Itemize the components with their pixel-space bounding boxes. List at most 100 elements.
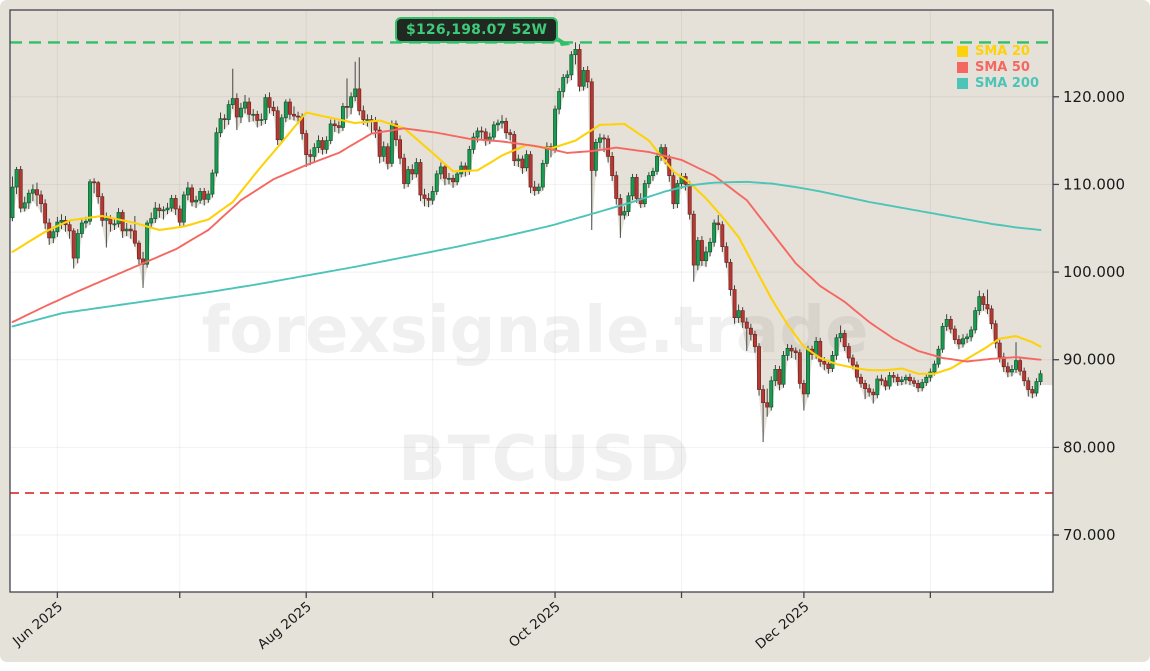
candle-down: [997, 342, 1002, 358]
candle-down: [532, 186, 537, 191]
candle-down: [394, 123, 398, 141]
legend-swatch-icon: [957, 62, 968, 73]
candle-down: [606, 138, 611, 157]
y-axis-label: 90.000: [1063, 351, 1116, 369]
candle-up: [238, 107, 243, 118]
candle-up: [79, 222, 84, 234]
candle-down: [234, 98, 239, 118]
candle-up: [651, 170, 655, 177]
sma-50-line: [11, 127, 1042, 363]
candle-up: [544, 146, 549, 164]
candle-down: [512, 134, 517, 162]
candle-up: [467, 149, 472, 172]
candle-up: [83, 220, 88, 224]
candle-up: [353, 88, 358, 98]
candle-down: [361, 110, 366, 120]
candle-down: [859, 376, 863, 384]
candle-up: [185, 187, 190, 196]
candle-up: [22, 202, 27, 209]
candle-up: [581, 70, 586, 87]
candle-up: [593, 142, 598, 171]
candle-up: [438, 166, 443, 175]
site-watermark: forexsignale.trade: [202, 294, 869, 368]
candle-up: [230, 98, 235, 106]
candle-down: [504, 120, 509, 134]
candle-down: [663, 147, 668, 160]
candle-down: [846, 346, 851, 359]
candle-down: [202, 191, 207, 200]
candle-down: [908, 376, 912, 382]
candle-down: [292, 113, 296, 117]
candle-down: [336, 125, 341, 128]
candle-down: [385, 146, 390, 164]
candle-up: [708, 241, 713, 253]
candle-up: [920, 382, 925, 389]
candle-down: [801, 383, 806, 395]
legend: SMA 20 SMA 50 SMA 200: [957, 44, 1039, 91]
candle-down: [92, 181, 97, 184]
candle-down: [585, 70, 590, 83]
y-axis-label: 100.000: [1063, 263, 1125, 281]
candle-up: [365, 119, 370, 121]
legend-swatch-icon: [957, 78, 968, 89]
candle-down: [916, 383, 921, 389]
candle-up: [259, 119, 264, 121]
candle-up: [899, 379, 904, 382]
candle-down: [137, 242, 141, 260]
candle-up: [597, 137, 602, 143]
candle-down: [1018, 360, 1023, 372]
candle-up: [875, 378, 880, 396]
y-axis-label: 120.000: [1063, 88, 1125, 106]
candle-up: [944, 319, 949, 327]
candle-down: [740, 310, 745, 323]
candle-down: [18, 169, 23, 209]
candle-down: [871, 391, 876, 396]
candle-down: [304, 133, 309, 155]
candle-down: [577, 49, 582, 87]
candle-up: [675, 183, 680, 205]
candle-down: [132, 230, 137, 244]
candle-down: [854, 364, 859, 378]
candle-down: [247, 101, 252, 115]
plot-border: [9, 9, 1054, 593]
candle-down: [96, 182, 101, 198]
candle-up: [112, 223, 117, 226]
candle-down: [1030, 389, 1035, 394]
candle-down: [332, 123, 337, 127]
candle-up: [149, 218, 154, 224]
candle-down: [989, 308, 994, 325]
candle-up: [965, 336, 970, 340]
candle-down: [818, 340, 823, 362]
candle-down: [43, 203, 48, 224]
candle-down: [687, 184, 692, 215]
candle-up: [704, 251, 708, 262]
candle-up: [218, 118, 223, 134]
candle-down: [418, 162, 423, 196]
candle-up: [834, 337, 839, 356]
candle-down: [128, 228, 133, 232]
candle-up: [165, 207, 170, 211]
candle-up: [279, 117, 284, 141]
candle-up: [116, 212, 121, 225]
candle-up: [243, 101, 247, 109]
candle-down: [691, 213, 696, 266]
candle-down: [720, 224, 725, 248]
candle-down: [614, 175, 619, 199]
candle-down: [912, 380, 916, 384]
candle-down: [761, 389, 766, 404]
candle-down: [602, 137, 606, 140]
candle-up: [903, 376, 908, 381]
candle-up: [642, 183, 647, 205]
candle-down: [757, 346, 761, 390]
candle-down: [508, 132, 513, 135]
candle-up: [430, 191, 435, 201]
candle-up: [153, 207, 158, 219]
candle-up: [414, 162, 419, 175]
candle-up: [471, 136, 476, 150]
candle-down: [402, 157, 407, 184]
candle-down: [398, 139, 402, 159]
legend-item: SMA 20: [957, 44, 1039, 59]
candle-down: [744, 321, 749, 329]
